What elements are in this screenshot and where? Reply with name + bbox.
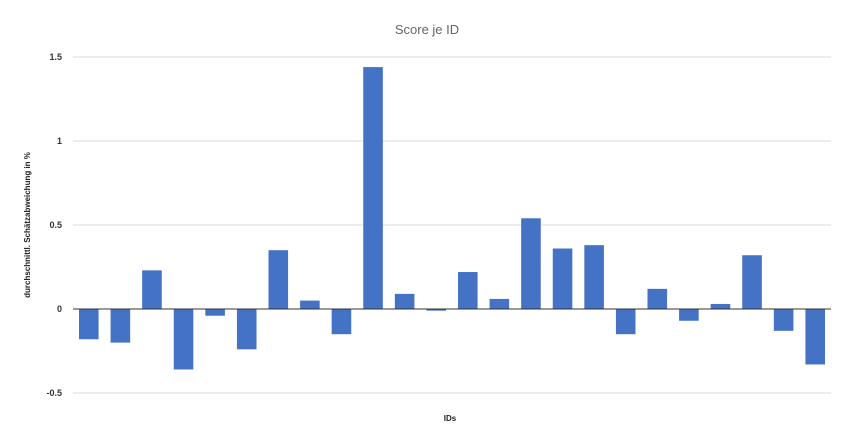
y-axis-label: durchschnittl. Schätzabweichung in % xyxy=(23,152,32,298)
bar xyxy=(173,309,194,370)
bar xyxy=(268,250,289,309)
bar xyxy=(489,298,510,309)
y-tick-label: 1 xyxy=(57,136,62,146)
bar xyxy=(79,309,99,340)
bar xyxy=(584,245,604,309)
bar xyxy=(300,300,320,309)
bar xyxy=(773,309,794,331)
bar xyxy=(236,309,257,350)
bar xyxy=(363,67,383,309)
bar xyxy=(458,272,478,309)
bar xyxy=(742,255,762,309)
bar xyxy=(679,309,699,321)
bars xyxy=(79,67,825,370)
bar xyxy=(647,288,668,309)
bar xyxy=(426,309,446,311)
bar xyxy=(805,309,825,365)
gridlines xyxy=(73,56,831,394)
y-tick-label: 0.5 xyxy=(49,220,62,230)
y-tick-label: 1.5 xyxy=(49,52,62,62)
y-tick-label: -0.5 xyxy=(46,388,62,398)
bar xyxy=(552,248,573,309)
bar xyxy=(615,309,636,335)
bar xyxy=(394,293,415,309)
bar xyxy=(205,309,225,316)
bar xyxy=(142,270,162,309)
bar xyxy=(110,309,131,343)
y-axis-ticks: 1.5 1 0.5 0 -0.5 xyxy=(46,52,62,398)
x-axis-label: IDs xyxy=(444,414,457,423)
bar xyxy=(710,303,731,309)
bar xyxy=(521,218,541,309)
chart-title: Score je ID xyxy=(395,22,459,37)
y-tick-label: 0 xyxy=(57,304,62,314)
bar xyxy=(331,309,352,335)
